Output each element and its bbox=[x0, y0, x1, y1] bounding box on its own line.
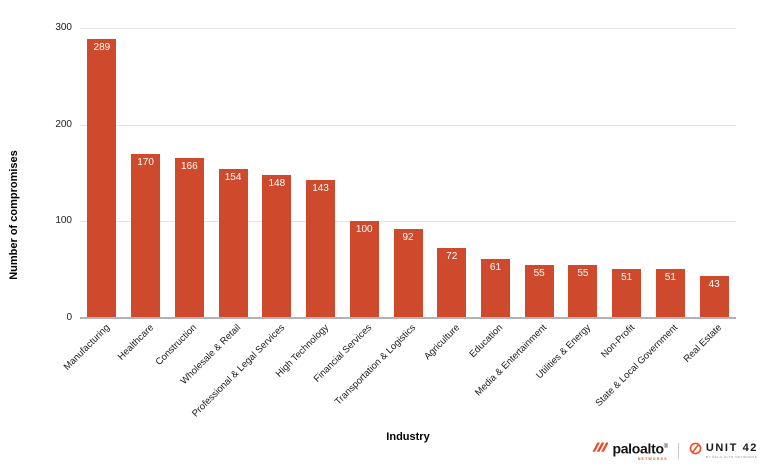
bar-value-label: 289 bbox=[93, 41, 111, 53]
unit42-wordmark: UNIT 42 bbox=[705, 441, 758, 454]
bar-value-label: 170 bbox=[137, 156, 154, 168]
bar-value-label: 72 bbox=[446, 251, 458, 263]
paloalto-networks-logo: paloalto® NETWORKS bbox=[591, 440, 668, 461]
paloalto-networks-subtext: NETWORKS bbox=[637, 457, 668, 461]
bar bbox=[131, 153, 161, 318]
bar-value-label: 148 bbox=[268, 177, 286, 189]
bar bbox=[218, 169, 248, 318]
unit42-subtext: BY PALO ALTO NETWORKS bbox=[705, 454, 758, 459]
unit42-logo: UNIT 42 BY PALO ALTO NETWORKS bbox=[689, 442, 758, 460]
x-axis-line bbox=[80, 317, 736, 319]
bar-value-label: 166 bbox=[180, 160, 198, 172]
bar-value-label: 55 bbox=[577, 267, 589, 279]
bar bbox=[437, 248, 467, 318]
bar-value-label: 51 bbox=[664, 271, 676, 283]
bar bbox=[655, 268, 685, 318]
bar bbox=[306, 179, 336, 318]
y-tick-label: 0 bbox=[66, 312, 72, 323]
bar-value-label: 100 bbox=[355, 224, 373, 236]
bar bbox=[699, 276, 729, 318]
bar-value-label: 55 bbox=[533, 267, 545, 279]
bar bbox=[612, 268, 642, 318]
bar bbox=[262, 174, 292, 318]
y-tick-label: 300 bbox=[55, 22, 72, 33]
y-tick-label: 200 bbox=[55, 118, 72, 130]
unit42-icon bbox=[689, 442, 702, 460]
paloalto-wordmark: paloalto® bbox=[612, 441, 668, 457]
y-tick-label: 100 bbox=[55, 215, 72, 227]
bar-value-label: 154 bbox=[224, 172, 242, 184]
bar-value-label: 61 bbox=[489, 262, 502, 274]
paloalto-zigzag-icon bbox=[591, 440, 610, 460]
bar bbox=[568, 264, 598, 318]
bar bbox=[349, 221, 379, 318]
bar-value-label: 43 bbox=[708, 279, 720, 291]
gridline bbox=[80, 124, 736, 126]
bar-value-label: 51 bbox=[621, 271, 633, 283]
bar bbox=[87, 38, 117, 318]
plot-area: 289 170 166 154 148 143 100 92 72 61 55 55 51 51 43 bbox=[80, 28, 736, 319]
brand-lockup: paloalto® NETWORKS UNIT 42 BY PALO ALTO … bbox=[591, 440, 758, 461]
bar bbox=[480, 259, 510, 318]
bar bbox=[393, 229, 423, 318]
bar-value-label: 92 bbox=[402, 232, 414, 244]
bar bbox=[174, 157, 204, 318]
registered-mark: ® bbox=[663, 444, 668, 451]
brand-divider bbox=[677, 442, 679, 459]
bar-value-label: 143 bbox=[312, 182, 329, 194]
bar bbox=[524, 264, 554, 318]
x-axis-title: Industry bbox=[386, 431, 430, 443]
gridline bbox=[80, 28, 736, 29]
gridline bbox=[80, 221, 736, 223]
